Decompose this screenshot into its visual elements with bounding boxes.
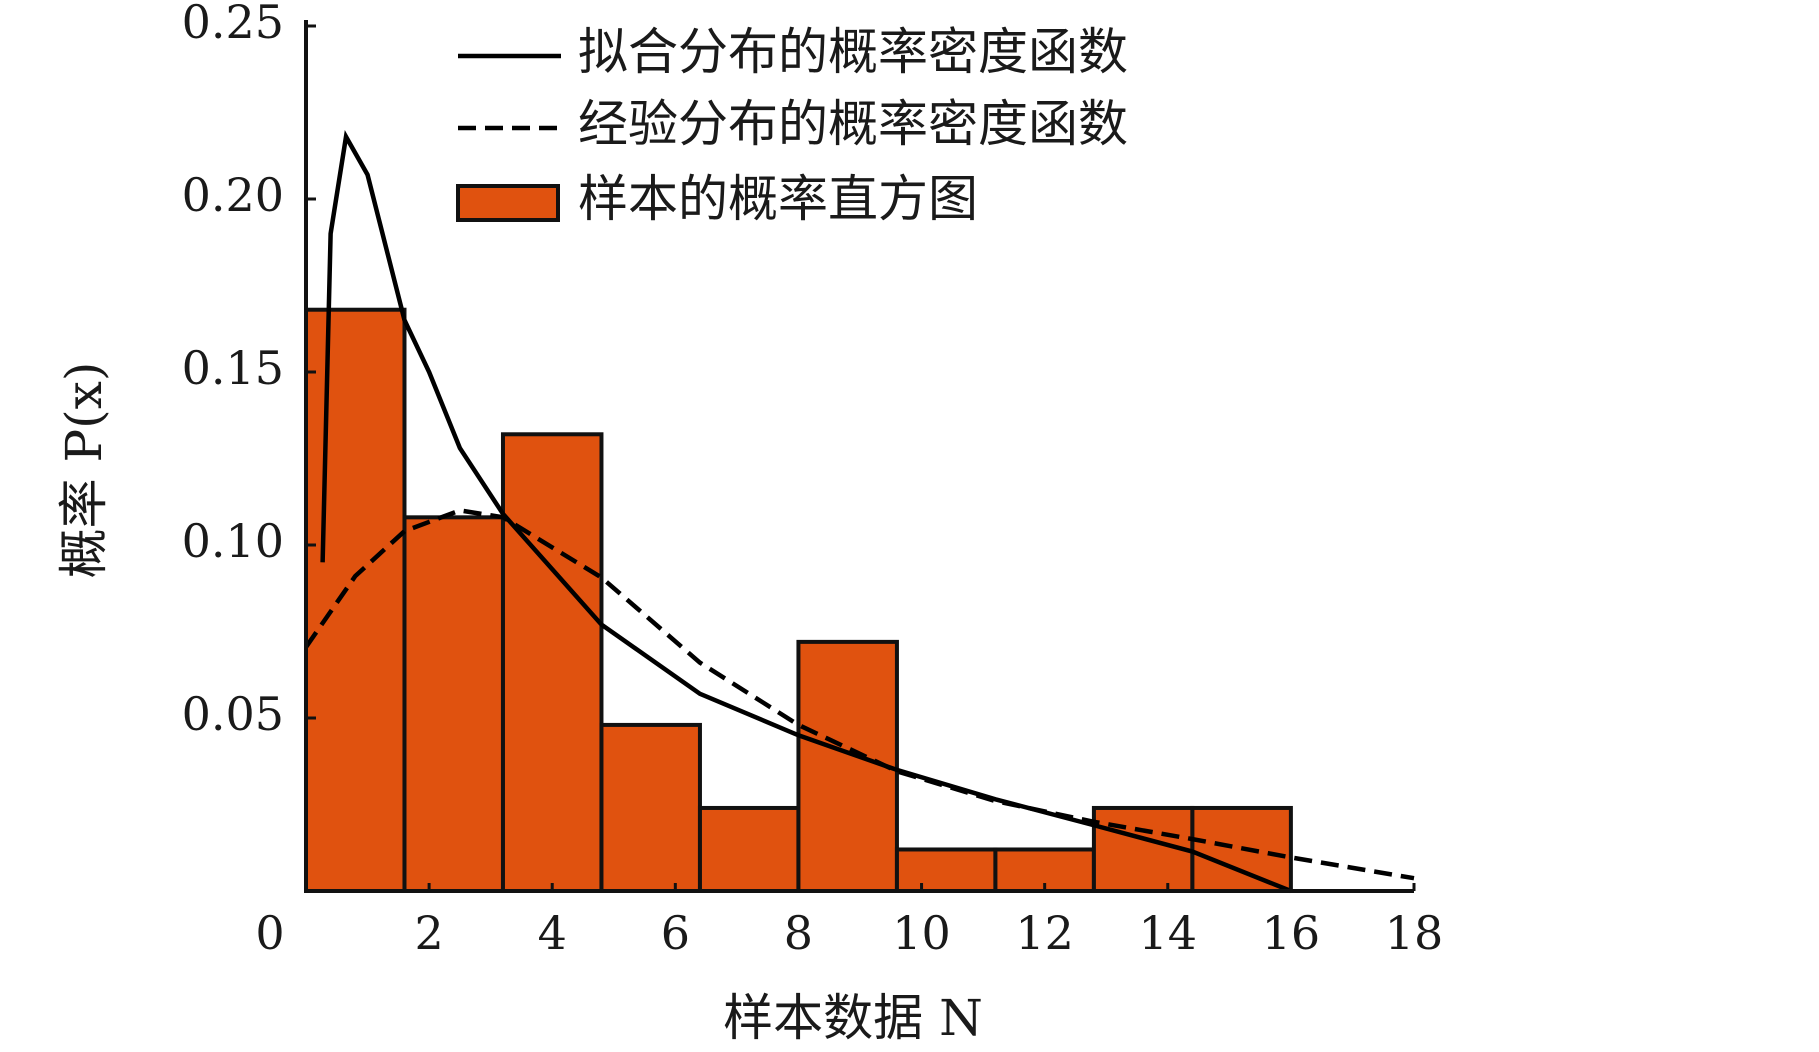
histogram-bar <box>599 722 702 893</box>
x-tick-label: 16 <box>1262 906 1321 960</box>
histogram-bar <box>500 432 604 893</box>
legend-label: 样本的概率直方图 <box>578 170 978 228</box>
x-tick-label: 10 <box>892 906 951 960</box>
x-tick-label: 4 <box>538 906 567 960</box>
legend-label: 经验分布的概率密度函数 <box>578 95 1128 153</box>
legend-label: 拟合分布的概率密度函数 <box>578 23 1128 81</box>
y-tick-label: 0.20 <box>182 168 284 222</box>
x-tick-label: 8 <box>784 906 813 960</box>
histogram-bar <box>402 515 505 893</box>
legend-swatch <box>456 184 560 222</box>
x-tick-label: 2 <box>414 906 443 960</box>
histogram-bar <box>894 847 998 893</box>
y-tick-label: 0.05 <box>182 687 284 741</box>
y-axis-label: 概率 P(x) <box>55 362 113 579</box>
histogram-bar <box>697 805 801 894</box>
density-curve <box>304 508 1415 881</box>
x-tick-label: 14 <box>1139 906 1198 960</box>
histogram-bar <box>304 307 407 894</box>
x-tick-label: 6 <box>661 906 690 960</box>
y-tick-label: 0.10 <box>182 514 284 568</box>
x-axis-label: 样本数据 N <box>723 989 983 1047</box>
x-tick-label: 12 <box>1015 906 1074 960</box>
x-tick-label: 0 <box>255 906 284 960</box>
y-tick-label: 0.15 <box>182 341 284 395</box>
x-tick-label: 18 <box>1385 906 1444 960</box>
y-tick-label: 0.25 <box>182 0 284 49</box>
